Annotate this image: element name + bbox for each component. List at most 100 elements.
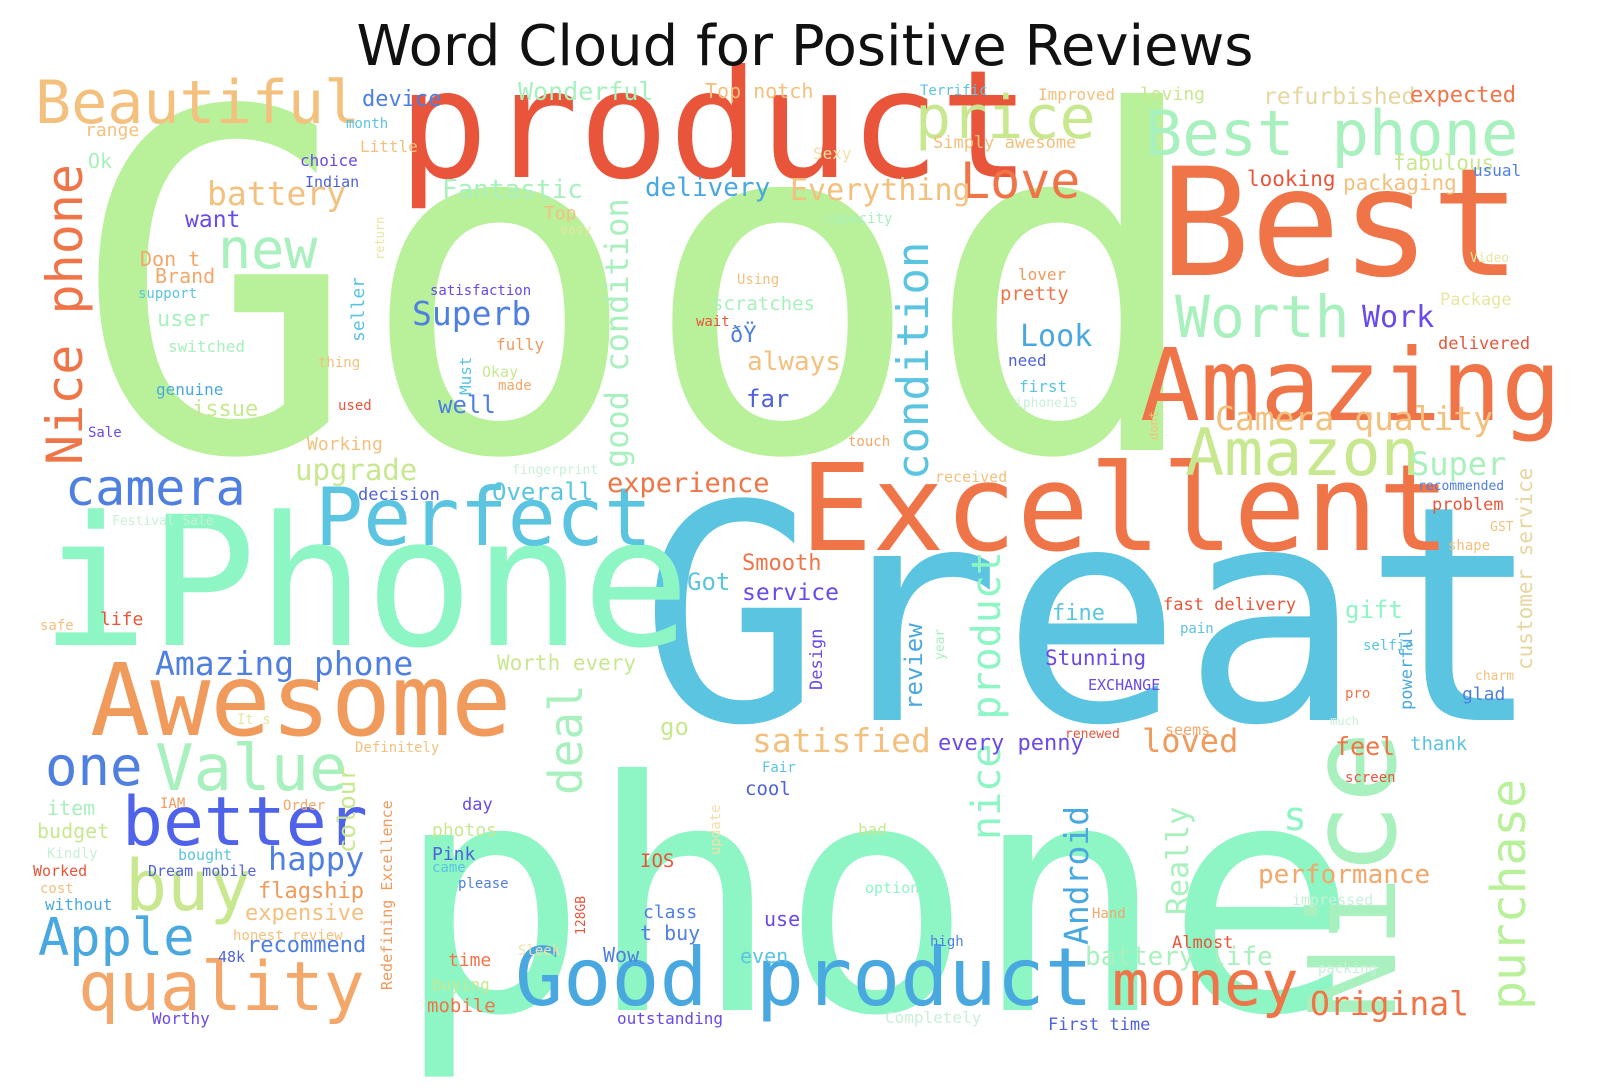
word-easy: easy [560, 223, 591, 238]
word-received: received [935, 468, 1007, 486]
word-design: Design [807, 629, 827, 690]
word-128gb: 128GB [574, 896, 589, 935]
word-best: Best [1160, 137, 1521, 311]
word-top-notch: Top notch [705, 79, 813, 103]
word-definitely: Definitely [355, 740, 439, 756]
word-quality: quality [78, 948, 365, 1027]
word-touch: touch [848, 434, 890, 450]
word-feel: feel [1335, 732, 1395, 761]
word-fair: Fair [762, 760, 796, 776]
word-month: month [346, 116, 388, 132]
word-review: review [900, 623, 928, 710]
word-budget: budget [37, 819, 109, 843]
word-year: year [933, 629, 948, 660]
word-little: Little [360, 137, 418, 156]
word-honest-review: honest review [233, 928, 343, 944]
word-worthy: Worthy [152, 1009, 210, 1028]
word-good: Good [75, 14, 1207, 561]
word-perfect: Perfect [315, 471, 652, 564]
word-experience: experience [607, 468, 770, 499]
word-safe: safe [40, 618, 74, 634]
word-support: support [138, 286, 197, 302]
word-deal: deal [539, 684, 593, 795]
word-value: Value [155, 732, 348, 806]
word-amazing-phone: Amazing phone [155, 644, 413, 683]
word-switched: switched [168, 337, 245, 356]
word-phone: phone [395, 714, 1358, 1086]
word-looking: looking [1247, 167, 1336, 191]
word-delivered: delivered [1438, 334, 1530, 354]
word-bad: bad [858, 820, 887, 839]
word-almost: Almost [1172, 933, 1233, 953]
word-wait: wait [696, 314, 730, 330]
word-fast-delivery: fast delivery [1163, 595, 1296, 615]
word-video: Video [1470, 251, 1509, 266]
word-order: Order [283, 798, 325, 814]
word-brand: Brand [155, 264, 215, 288]
word-cost: cost [40, 881, 74, 897]
word-decision: decision [358, 485, 440, 505]
word-hand: Hand [1092, 906, 1126, 922]
word-48k: 48k [218, 948, 245, 966]
word-iphone: iPhone [40, 479, 690, 688]
word-outstanding: outstanding [617, 1009, 723, 1028]
word-expensive: expensive [245, 901, 364, 926]
word-refurbished: refurbished [1263, 84, 1415, 110]
word-class: class [643, 902, 697, 923]
word-time: time [448, 950, 491, 971]
word-wow: Wow [603, 943, 640, 967]
word-first: first [1019, 377, 1067, 396]
word-without: without [45, 895, 112, 914]
word-best-phone: Best phone [1145, 97, 1518, 170]
word-fabulous: fabulous [1393, 151, 1494, 175]
word-packaging: packaging [1343, 171, 1457, 195]
word-customer-service: customer service [1513, 468, 1537, 670]
word-impressed: impressed [1292, 891, 1373, 909]
word-colour: colour [333, 766, 361, 853]
word-working: Working [307, 434, 383, 455]
word-package: Package [1440, 290, 1512, 310]
word-stunning: Stunning [1045, 646, 1146, 670]
word-iphone15: iphone15 [1015, 396, 1078, 411]
word-overall: Overall [492, 478, 593, 506]
word-even: even [740, 944, 788, 968]
word-item: item [47, 796, 95, 820]
word-price: price [915, 83, 1096, 153]
word-awesome: Awesome [90, 642, 511, 759]
word-thank: thank [1410, 733, 1468, 755]
word-camera: camera [65, 459, 246, 517]
word-glad: glad [1462, 684, 1505, 705]
word-recommend: recommend [247, 933, 366, 958]
word-worked: Worked [33, 862, 87, 880]
word-far: far [746, 385, 789, 413]
word-top: Top [544, 203, 577, 224]
word-use: use [764, 907, 800, 931]
word-problem: problem [1432, 495, 1504, 515]
word-pretty: pretty [1000, 283, 1069, 305]
word-t-buy: t buy [640, 921, 700, 945]
word-satisfied: satisfied [752, 721, 931, 760]
word-ok: Ok [88, 149, 112, 173]
word-smooth: Smooth [742, 551, 821, 576]
word-fantastic: Fantastic [442, 175, 583, 205]
word-nice: Nice [1285, 731, 1424, 1020]
word-choice: choice [300, 151, 358, 170]
word-symbol: ðŸ [730, 322, 757, 348]
word-iam: IAM [160, 796, 185, 812]
word-sale: Sale [88, 425, 122, 441]
word-fully: fully [496, 335, 545, 354]
word-nice-product: nice product [964, 551, 1010, 840]
word-ios: IOS [640, 850, 674, 872]
word-good-product: Good product [515, 931, 1093, 1024]
word-flagship: flagship [258, 879, 364, 904]
word-user: user [157, 307, 210, 332]
word-satisfaction: satisfaction [430, 283, 531, 299]
word-using: Using [737, 272, 779, 288]
word-shape: shape [1448, 538, 1490, 554]
word-beautiful: Beautiful [35, 68, 360, 138]
word-kindly: Kindly [47, 846, 98, 862]
word-cool: cool [745, 778, 791, 800]
word-don-t: Don t [140, 247, 200, 271]
word-made: made [498, 378, 532, 394]
